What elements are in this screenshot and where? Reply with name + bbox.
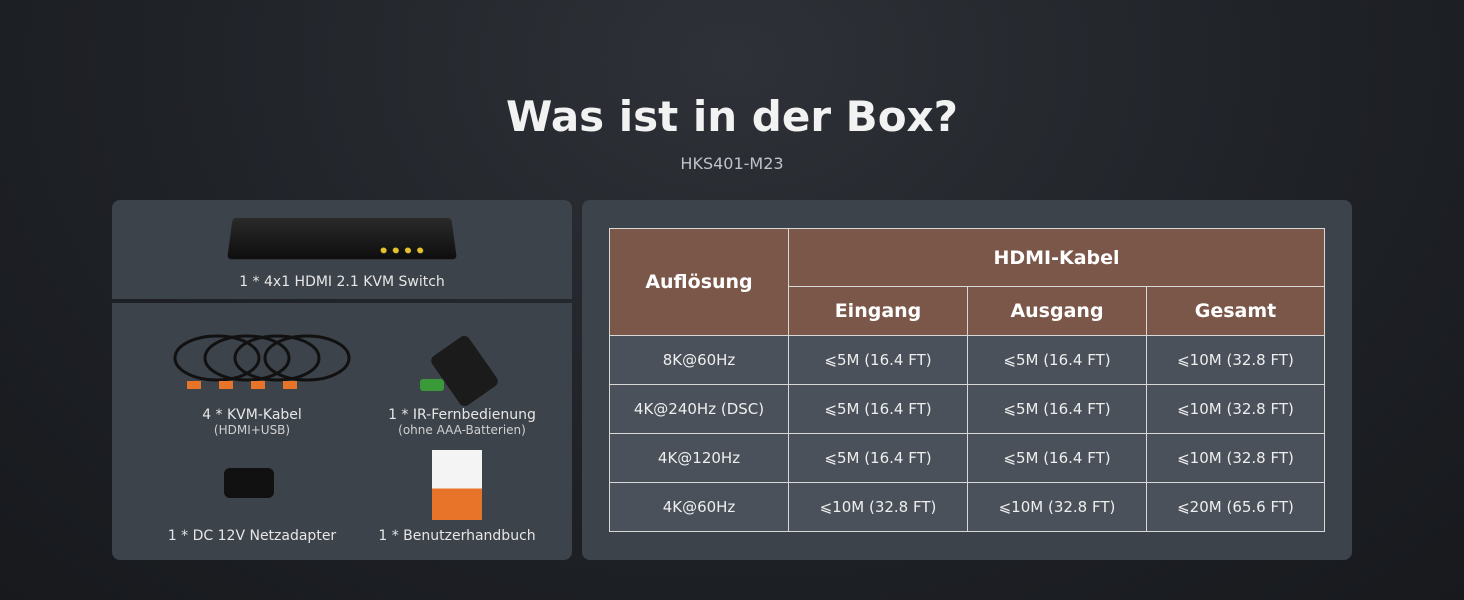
item-label: 1 * IR-Fernbedienung [388, 407, 536, 423]
cell: ⩽5M (16.4 FT) [788, 384, 968, 434]
page-title: Was ist in der Box? [505, 92, 958, 141]
header-output: Ausgang [967, 286, 1147, 336]
item-label: 4 * KVM-Kabel [202, 407, 302, 423]
cell: ⩽10M (32.8 FT) [1146, 384, 1325, 434]
header-hdmi-cable: HDMI-Kabel [788, 228, 1325, 287]
table-row: 4K@120Hz ⩽5M (16.4 FT) ⩽5M (16.4 FT) ⩽10M (… [609, 433, 1325, 483]
model-number: HKS401-M23 [680, 154, 784, 173]
kvm-switch-panel: 1 * 4x1 HDMI 2.1 KVM Switch [112, 200, 572, 299]
cell: ⩽5M (16.4 FT) [967, 384, 1147, 434]
cell: ⩽5M (16.4 FT) [967, 335, 1147, 385]
manual-image [432, 450, 482, 520]
table-row: 8K@60Hz ⩽5M (16.4 FT) ⩽5M (16.4 FT) ⩽10M (3… [609, 335, 1325, 385]
item-caption: 1 * DC 12V Netzadapter [167, 528, 337, 544]
header-total: Gesamt [1146, 286, 1325, 336]
power-adapter-image [224, 468, 274, 498]
cell: ⩽10M (32.8 FT) [967, 482, 1147, 532]
cell: ⩽10M (32.8 FT) [1146, 433, 1325, 483]
cell: 8K@60Hz [609, 335, 789, 385]
battery-icon [420, 379, 444, 391]
item-note: (HDMI+USB) [213, 423, 291, 437]
cell: ⩽10M (32.8 FT) [1146, 335, 1325, 385]
table-row: 4K@60Hz ⩽10M (32.8 FT) ⩽10M (32.8 FT) ⩽20M … [609, 482, 1325, 532]
header-resolution: Auflösung [609, 228, 789, 336]
cell: 4K@240Hz (DSC) [609, 384, 789, 434]
cell: ⩽20M (65.6 FT) [1146, 482, 1325, 532]
cell: ⩽5M (16.4 FT) [967, 433, 1147, 483]
kvm-cables-image [173, 334, 351, 389]
cable-length-table: Auflösung HDMI-Kabel Eingang Ausgang Ges… [609, 228, 1325, 532]
item-caption: 1 * 4x1 HDMI 2.1 KVM Switch [239, 274, 445, 290]
cell: ⩽5M (16.4 FT) [788, 433, 968, 483]
header-input: Eingang [788, 286, 968, 336]
kvm-switch-image [227, 217, 457, 260]
remote-control-image [428, 333, 501, 409]
cell: 4K@60Hz [609, 482, 789, 532]
cell: ⩽5M (16.4 FT) [788, 335, 968, 385]
table-row: 4K@240Hz (DSC) ⩽5M (16.4 FT) ⩽5M (16.4 FT)… [609, 384, 1325, 434]
item-caption: 1 * IR-Fernbedienung (ohne AAA-Batterien) [352, 407, 572, 437]
cell: ⩽10M (32.8 FT) [788, 482, 968, 532]
item-caption: 1 * Benutzerhandbuch [378, 528, 536, 544]
item-note: (ohne AAA-Batterien) [398, 423, 526, 437]
item-caption: 4 * KVM-Kabel (HDMI+USB) [142, 407, 362, 437]
cell: 4K@120Hz [609, 433, 789, 483]
accessories-panel: 4 * KVM-Kabel (HDMI+USB) 1 * IR-Fernbedie… [112, 303, 572, 560]
